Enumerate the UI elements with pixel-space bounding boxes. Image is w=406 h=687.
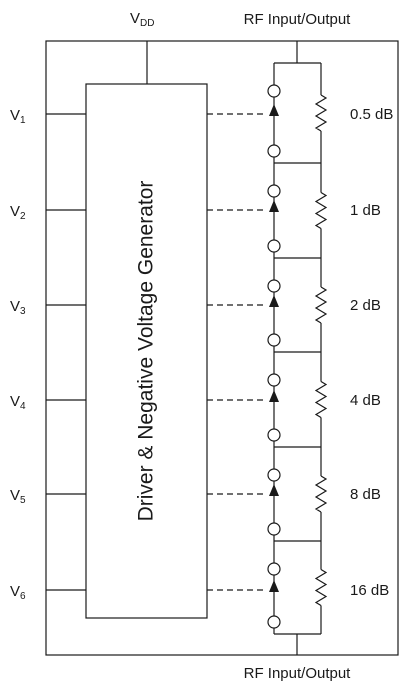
control-label-v2: V2 xyxy=(10,203,26,222)
control-label-v4: V4 xyxy=(10,393,26,412)
switch-arrow xyxy=(269,484,279,496)
control-label-v3: V3 xyxy=(10,298,26,317)
attenuator-stage: 4 dB xyxy=(268,352,381,447)
switch-contact xyxy=(268,145,280,157)
resistor xyxy=(316,287,326,323)
switch-contact xyxy=(268,374,280,386)
switch-contact xyxy=(268,334,280,346)
resistor xyxy=(316,193,326,229)
attenuation-label: 8 dB xyxy=(350,486,381,503)
switch-arrow xyxy=(269,580,279,592)
rf-top-label: RF Input/Output xyxy=(244,11,352,28)
attenuator-stage: 16 dB xyxy=(268,541,389,634)
resistor xyxy=(316,382,326,418)
attenuation-label: 0.5 dB xyxy=(350,106,393,123)
attenuation-label: 16 dB xyxy=(350,582,389,599)
resistor xyxy=(316,476,326,512)
resistor xyxy=(316,570,326,606)
control-label-v5: V5 xyxy=(10,487,26,506)
attenuator-stage: 8 dB xyxy=(268,447,381,541)
switch-arrow xyxy=(269,104,279,116)
control-label-v1: V1 xyxy=(10,107,26,126)
switch-contact xyxy=(268,280,280,292)
attenuator-stage: 2 dB xyxy=(268,258,381,352)
switch-arrow xyxy=(269,390,279,402)
switch-contact xyxy=(268,616,280,628)
attenuator-stage: 1 dB xyxy=(268,163,381,258)
attenuation-label: 2 dB xyxy=(350,297,381,314)
rf-bottom-label: RF Input/Output xyxy=(244,665,352,682)
switch-contact xyxy=(268,240,280,252)
attenuation-label: 4 dB xyxy=(350,392,381,409)
switch-contact xyxy=(268,469,280,481)
outer-frame xyxy=(46,41,398,655)
switch-contact xyxy=(268,563,280,575)
switch-arrow xyxy=(269,295,279,307)
switch-arrow xyxy=(269,200,279,212)
attenuator-stage: 0.5 dB xyxy=(268,63,393,163)
control-label-v6: V6 xyxy=(10,583,26,602)
switch-contact xyxy=(268,429,280,441)
vdd-label: VDD xyxy=(130,10,154,29)
switch-contact xyxy=(268,185,280,197)
switch-contact xyxy=(268,523,280,535)
resistor xyxy=(316,95,326,131)
attenuation-label: 1 dB xyxy=(350,202,381,219)
driver-label: Driver & Negative Voltage Generator xyxy=(135,181,158,522)
switch-contact xyxy=(268,85,280,97)
